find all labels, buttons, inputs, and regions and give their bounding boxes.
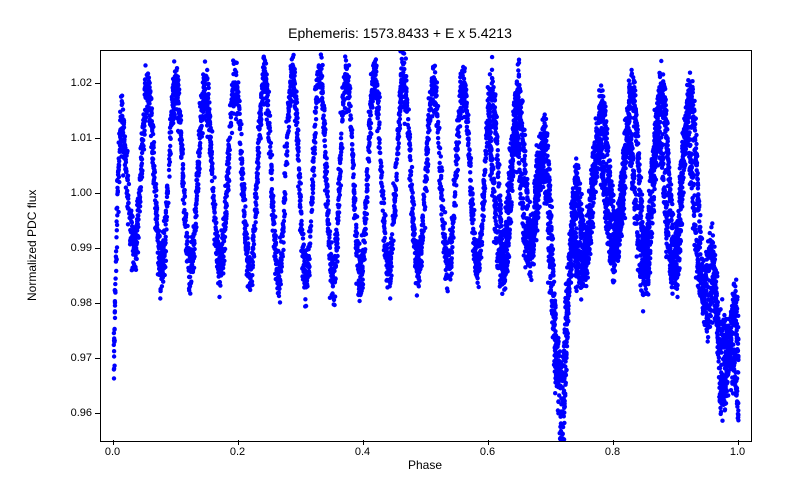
- x-tick-label: 0.4: [355, 446, 370, 458]
- plot-area: [100, 50, 752, 442]
- y-tick-label: 1.02: [52, 77, 92, 89]
- y-tick-label: 1.01: [52, 132, 92, 144]
- y-tick-label: 0.99: [52, 242, 92, 254]
- x-tick-mark: [613, 440, 614, 445]
- y-tick-mark: [95, 83, 100, 84]
- y-tick-mark: [95, 138, 100, 139]
- y-tick-label: 0.97: [52, 352, 92, 364]
- y-tick-label: 0.98: [52, 297, 92, 309]
- y-tick-mark: [95, 193, 100, 194]
- x-tick-mark: [238, 440, 239, 445]
- x-tick-mark: [738, 440, 739, 445]
- x-tick-mark: [363, 440, 364, 445]
- chart-container: Ephemeris: 1573.8433 + E x 5.4213 Normal…: [0, 0, 800, 500]
- y-tick-mark: [95, 248, 100, 249]
- x-tick-mark: [488, 440, 489, 445]
- x-tick-label: 0.0: [105, 446, 120, 458]
- x-tick-label: 0.2: [230, 446, 245, 458]
- x-tick-label: 1.0: [730, 446, 745, 458]
- chart-title: Ephemeris: 1573.8433 + E x 5.4213: [0, 25, 800, 41]
- y-tick-mark: [95, 358, 100, 359]
- x-tick-label: 0.8: [605, 446, 620, 458]
- y-axis-label: Normalized PDC flux: [25, 50, 39, 440]
- scatter-points: [101, 51, 751, 441]
- y-tick-label: 0.96: [52, 407, 92, 419]
- x-axis-label: Phase: [100, 458, 750, 472]
- x-tick-mark: [113, 440, 114, 445]
- x-tick-label: 0.6: [480, 446, 495, 458]
- y-tick-mark: [95, 303, 100, 304]
- y-tick-mark: [95, 413, 100, 414]
- y-tick-label: 1.00: [52, 187, 92, 199]
